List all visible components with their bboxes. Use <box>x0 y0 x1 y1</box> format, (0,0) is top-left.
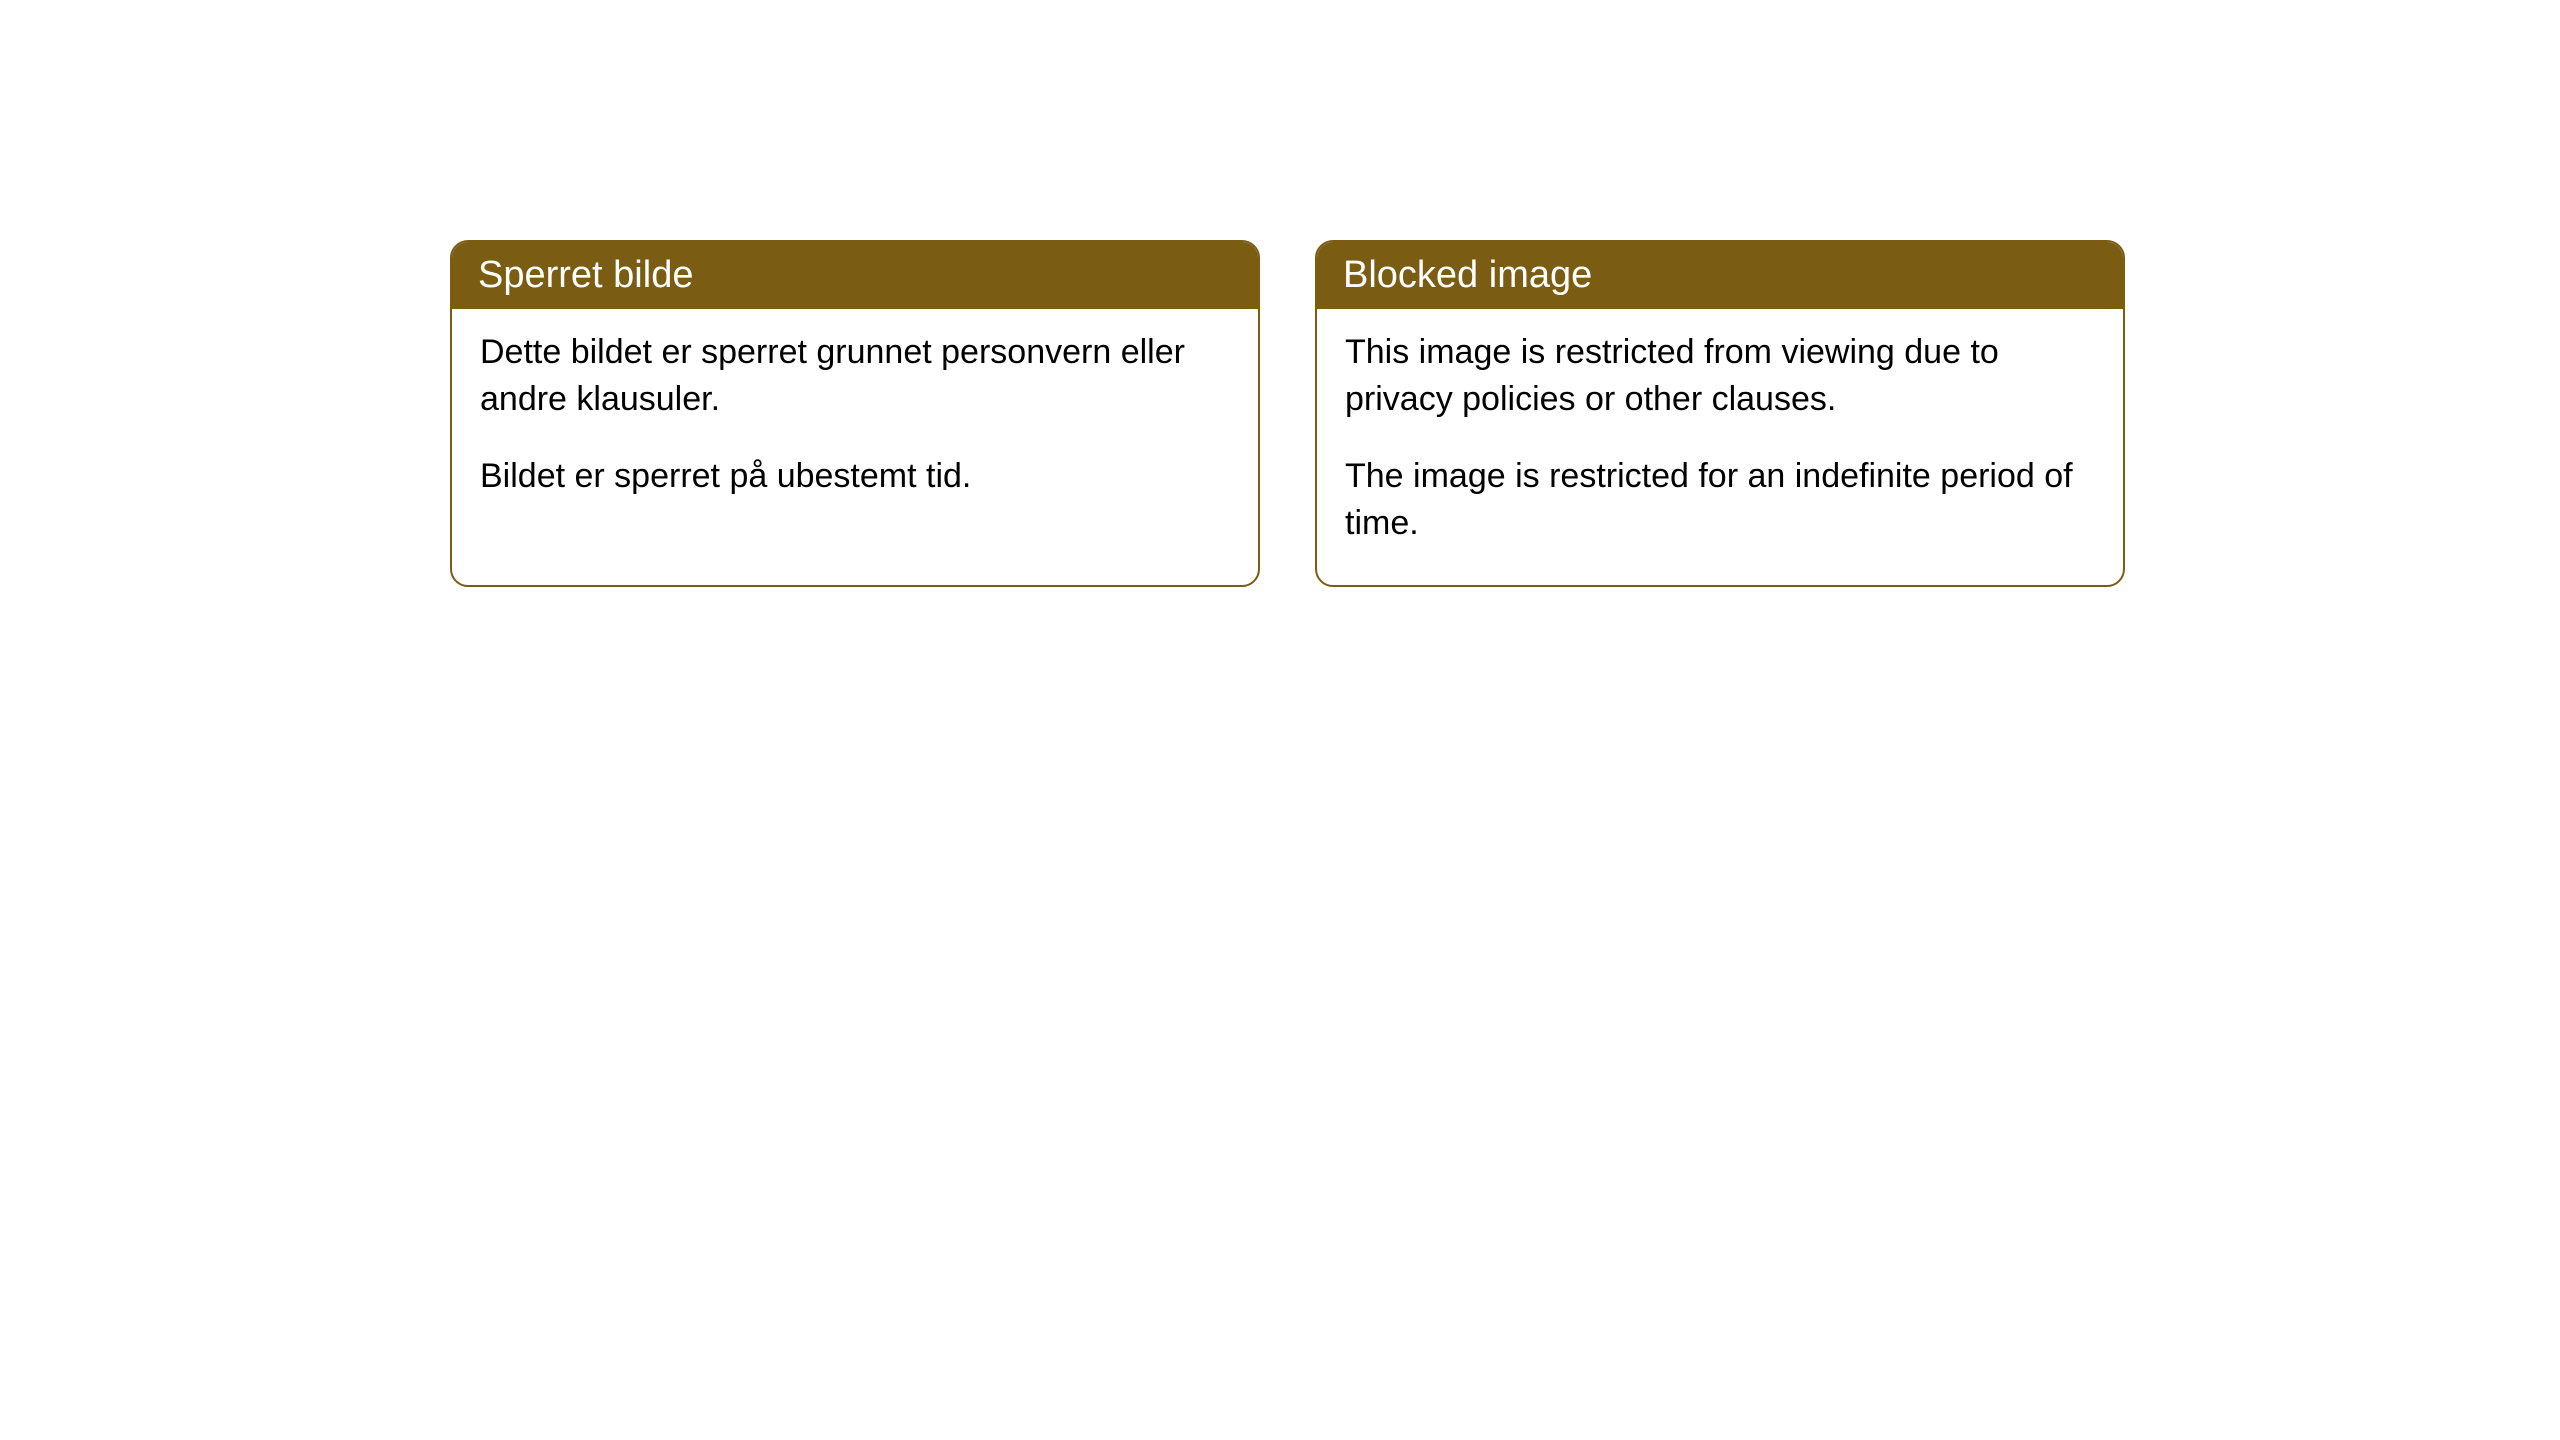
card-title: Sperret bilde <box>478 254 693 296</box>
card-title: Blocked image <box>1343 254 1592 296</box>
card-paragraph: Dette bildet er sperret grunnet personve… <box>480 329 1230 423</box>
card-body-english: This image is restricted from viewing du… <box>1317 309 2123 585</box>
card-body-norwegian: Dette bildet er sperret grunnet personve… <box>452 309 1258 538</box>
card-norwegian: Sperret bilde Dette bildet er sperret gr… <box>450 240 1260 587</box>
card-english: Blocked image This image is restricted f… <box>1315 240 2125 587</box>
card-paragraph: This image is restricted from viewing du… <box>1345 329 2095 423</box>
cards-container: Sperret bilde Dette bildet er sperret gr… <box>0 0 2560 587</box>
card-header-english: Blocked image <box>1317 242 2123 309</box>
card-paragraph: Bildet er sperret på ubestemt tid. <box>480 453 1230 500</box>
card-paragraph: The image is restricted for an indefinit… <box>1345 453 2095 547</box>
card-header-norwegian: Sperret bilde <box>452 242 1258 309</box>
